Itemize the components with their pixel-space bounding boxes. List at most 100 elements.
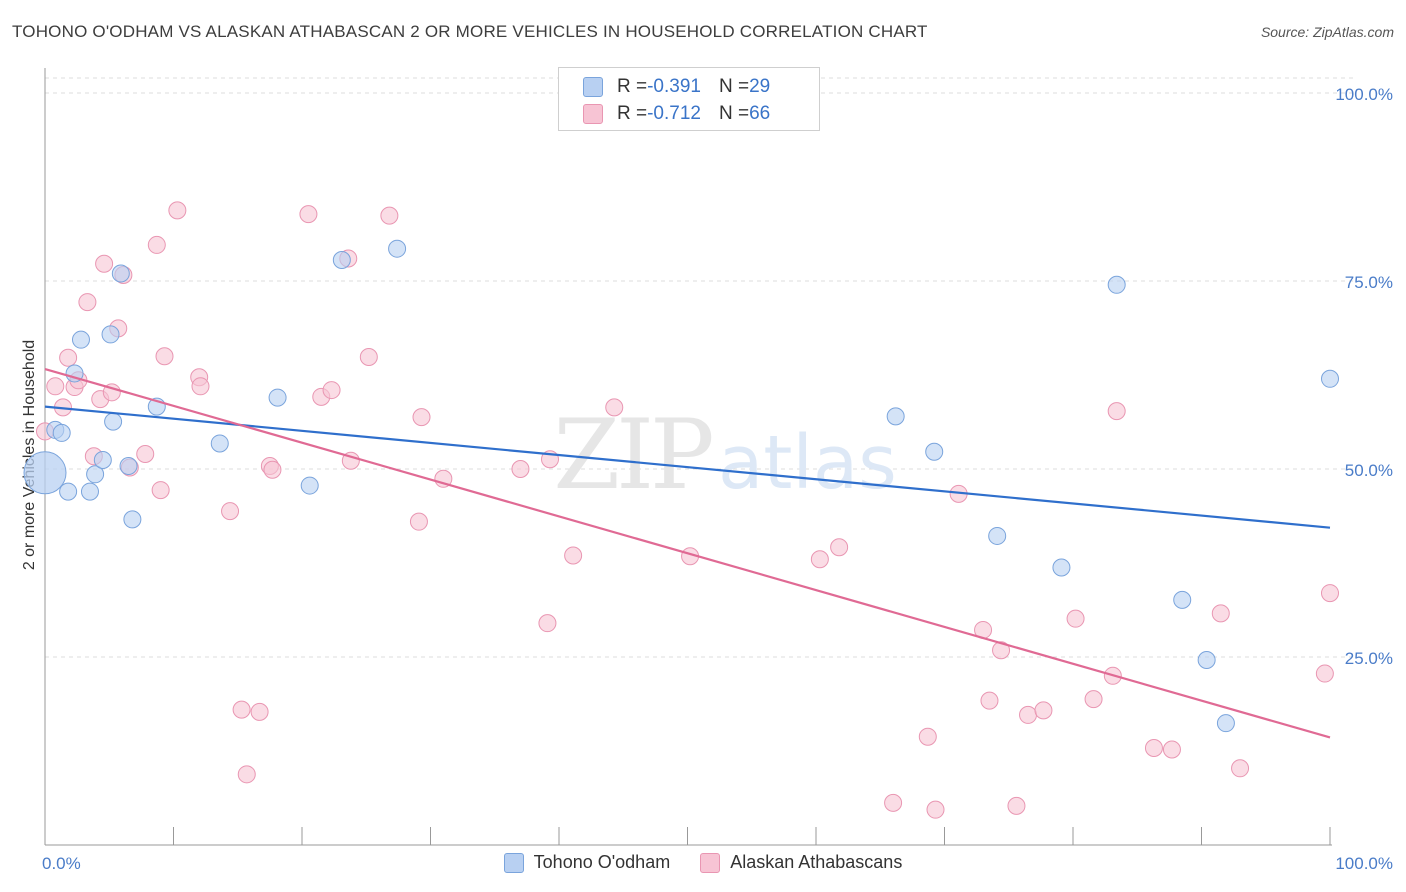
data-point [1321,369,1339,388]
correlation-legend: R = -0.391 N = 29 R = -0.712 N = 66 [558,67,820,131]
legend-label: Tohono O'odham [533,852,671,872]
data-point [1162,740,1181,759]
legend-swatch-pink [583,104,603,124]
data-point [1107,275,1126,294]
data-point [123,510,142,529]
data-point [830,538,849,557]
legend-n-value: 66 [749,103,771,124]
legend-n-value: 29 [749,76,771,97]
data-point [1107,402,1126,421]
data-point [1019,705,1038,724]
data-point [926,800,945,819]
series-alaskan-athabascans [36,201,1339,819]
data-point [1211,604,1230,623]
data-point [564,546,583,565]
chart-title: TOHONO O'ODHAM VS ALASKAN ATHABASCAN 2 O… [12,22,928,41]
data-point [78,293,97,312]
data-point [300,476,319,495]
data-point [151,481,170,500]
data-point [1321,584,1339,603]
y-tick-label: 50.0% [1345,461,1393,480]
data-point [1231,759,1250,778]
legend-item-tohono-oodham[interactable]: Tohono O'odham [503,852,671,873]
legend-item-alaskan-athabascans[interactable]: Alaskan Athabascans [700,852,902,873]
data-point [1007,796,1026,815]
data-point [46,377,65,396]
legend-swatch-pink [700,852,721,873]
x-tick-label-min: 0.0% [42,854,81,873]
legend-row-tohono: R = -0.391 N = 29 [583,75,770,99]
data-point [810,550,829,569]
data-point [210,434,229,453]
data-point [250,702,269,721]
data-point [1034,701,1053,720]
legend-row-athabascan: R = -0.712 N = 66 [583,102,770,126]
legend-r-value: -0.712 [647,103,701,124]
trend-lines [44,367,1331,739]
data-point [111,264,130,283]
data-point [104,412,123,431]
trend-line-athabascan [44,367,1331,739]
data-point [388,239,407,258]
y-tick-label: 100.0% [1335,85,1393,104]
grid-lines [45,77,1355,658]
y-tick-label: 25.0% [1345,649,1393,668]
data-point [168,201,187,220]
data-point [1173,590,1192,609]
data-point [412,408,431,427]
data-point [322,381,341,400]
source-label: Source: ZipAtlas.com [1260,24,1394,40]
x-tick-label-max: 100.0% [1335,854,1393,873]
data-point [80,482,99,501]
data-point [918,727,937,746]
watermark: ZIP atlas [553,399,896,511]
data-point [1084,690,1103,709]
data-point [925,442,944,461]
watermark-zip: ZIP [553,399,712,511]
data-point [992,641,1011,660]
data-point [95,254,114,273]
axes [44,68,1332,846]
data-point [1216,714,1235,733]
data-point [221,502,240,521]
data-point [1315,664,1334,683]
data-point [93,450,112,469]
data-point [380,206,399,225]
data-point [980,691,999,710]
data-point [1066,609,1085,628]
data-point [59,348,78,367]
data-point [299,205,318,224]
data-point [101,325,120,344]
series-tohono-oodham [23,239,1339,733]
legend-r-value: -0.391 [647,76,701,97]
data-point [232,700,251,719]
data-point [86,465,105,484]
data-point [119,457,138,476]
data-point [1144,738,1163,757]
legend-r-label: R = [617,103,648,124]
data-point [237,765,256,784]
legend-r-label: R = [617,76,648,97]
series-legend: Tohono O'odham Alaskan Athabascans [0,852,1406,873]
data-point [886,407,905,426]
data-point [136,444,155,463]
y-tick-labels: 25.0% 50.0% 75.0% 100.0% [1335,85,1393,668]
data-point [332,250,351,269]
data-point [359,347,378,366]
data-point [409,512,428,531]
data-point [268,388,287,407]
legend-n-label: N = [718,103,750,124]
data-point [605,398,624,417]
trend-line-tohono [44,405,1331,529]
watermark-atlas: atlas [718,420,897,506]
data-point [155,347,174,366]
data-point [511,460,530,479]
legend-swatch-blue [583,77,603,97]
data-point [23,451,67,495]
y-tick-label: 75.0% [1345,273,1393,292]
data-point [263,460,282,479]
legend-label: Alaskan Athabascans [730,852,903,872]
data-point [71,330,90,349]
data-point [884,793,903,812]
